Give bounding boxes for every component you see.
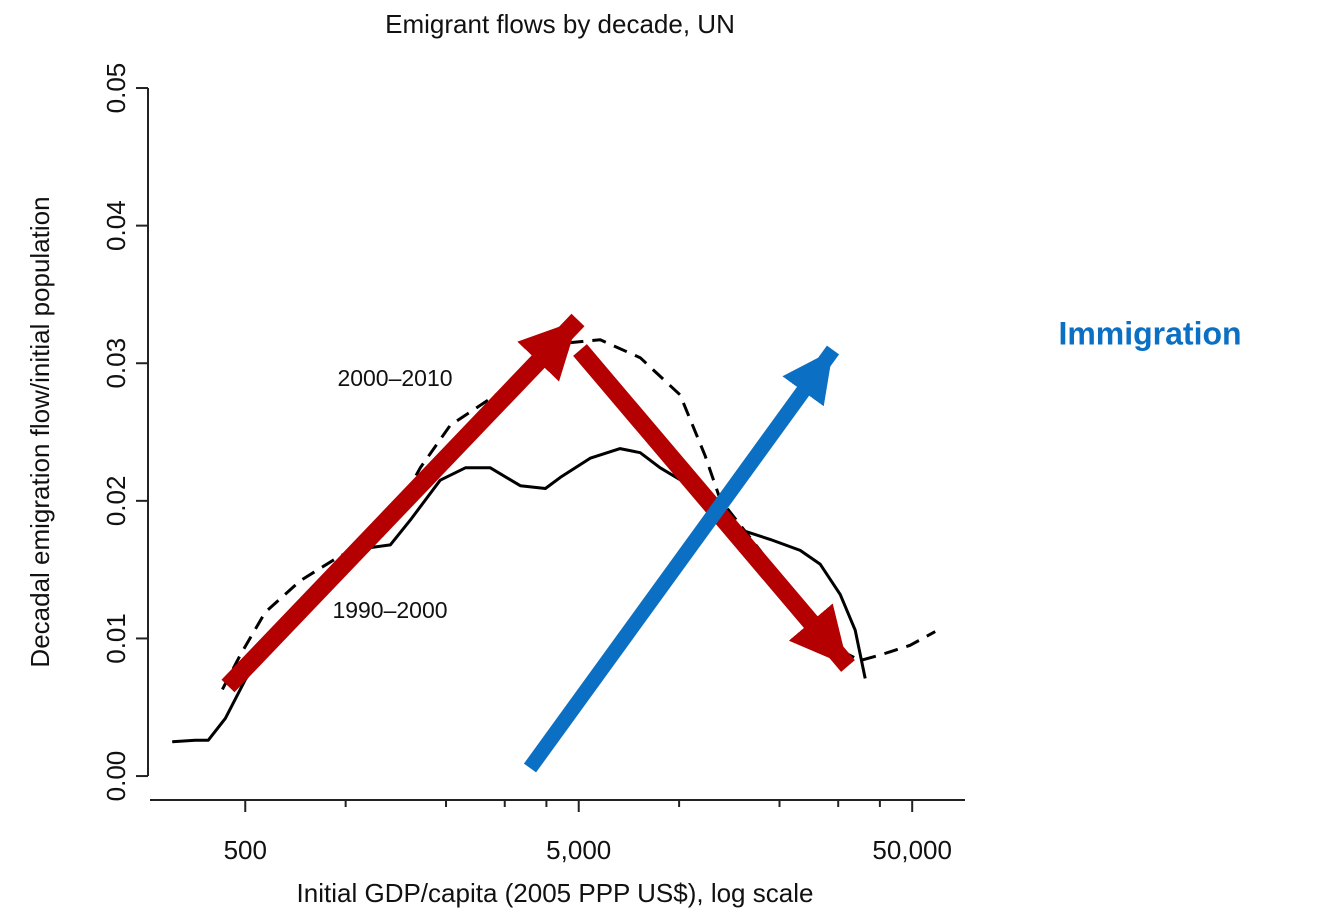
x-tick-label: 5,000 — [546, 835, 611, 865]
y-tick-label: 0.00 — [101, 751, 131, 802]
annotation: 2000–2010 — [337, 365, 452, 391]
plot-area: 500 5,000 50,000 0.00 0.01 0.02 0.03 0.04 0.05 — [101, 63, 965, 865]
y-tick-label: 0.03 — [101, 338, 131, 389]
y-tick-label: 0.05 — [101, 63, 131, 114]
arrow — [523, 345, 840, 773]
annotation: 1990–2000 — [332, 597, 447, 623]
y-axis-title: Decadal emigration flow/initial populati… — [25, 196, 55, 667]
line-series — [172, 447, 867, 744]
y-tick-label: 0.02 — [101, 476, 131, 527]
y-tick-label: 0.04 — [101, 200, 131, 251]
y-tick-label: 0.01 — [101, 613, 131, 664]
line-series — [221, 338, 936, 691]
chart-title: Emigrant flows by decade, UN — [385, 9, 735, 39]
x-tick-label: 50,000 — [872, 835, 952, 865]
arrow — [221, 313, 585, 693]
x-axis-title: Initial GDP/capita (2005 PPP US$), log s… — [297, 878, 814, 908]
annotation: Immigration — [1058, 315, 1241, 351]
x-tick-label: 500 — [224, 835, 267, 865]
